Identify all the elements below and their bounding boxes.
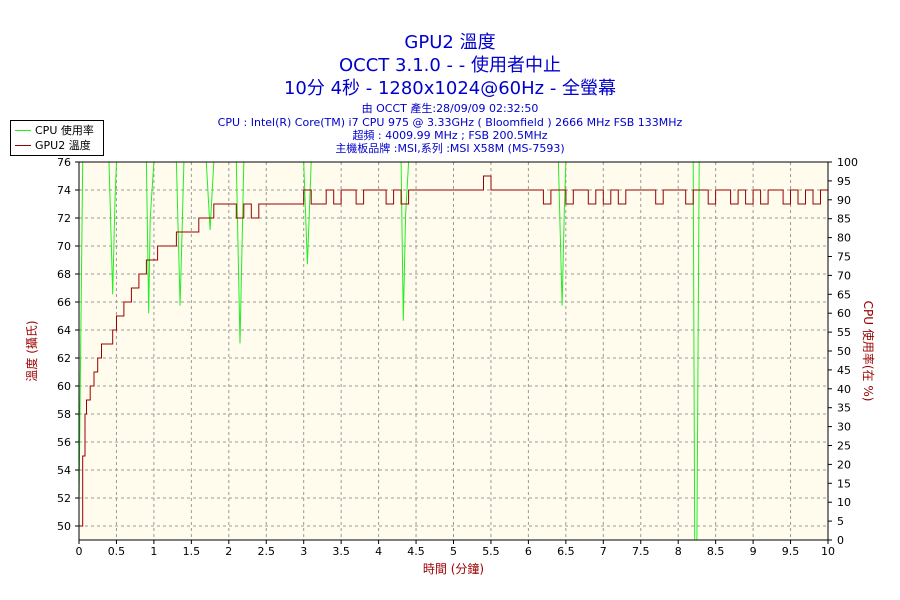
y-left-axis-label: 溫度 (攝氏)	[24, 320, 39, 381]
x-tick-label: 9.5	[782, 545, 800, 558]
x-tick-label: 9	[750, 545, 757, 558]
x-tick-label: 3.5	[332, 545, 350, 558]
x-tick-label: 6	[525, 545, 532, 558]
x-tick-label: 3	[300, 545, 307, 558]
legend-label-cpu: CPU 使用率	[35, 124, 94, 137]
legend-swatch-cpu	[15, 129, 31, 131]
series-line-gpu	[79, 175, 828, 527]
plot-frame	[78, 161, 829, 541]
x-tick-label: 7.5	[632, 545, 650, 558]
y-right-tick-label: 100	[837, 156, 858, 169]
y-left-tick-label: 62	[57, 352, 71, 365]
x-tick-label: 0.5	[108, 545, 126, 558]
chart-legend: CPU 使用率 GPU2 溫度	[10, 120, 104, 156]
info-line-4: 主機板品牌 :MSI,系列 :MSI X58M (MS-7593)	[335, 142, 565, 155]
chart-subtitle-1: OCCT 3.1.0 - - 使用者中止	[339, 55, 561, 76]
x-tick-label: 0	[76, 545, 83, 558]
x-tick-label: 8	[675, 545, 682, 558]
x-tick-label: 6.5	[557, 545, 575, 558]
y-right-tick-label: 90	[837, 194, 851, 207]
y-right-tick-label: 85	[837, 213, 851, 226]
x-tick-label: 10	[821, 545, 835, 558]
y-right-tick-label: 0	[837, 534, 844, 547]
x-tick-label: 7	[600, 545, 607, 558]
x-tick-label: 1.5	[183, 545, 201, 558]
x-tick-label: 8.5	[707, 545, 725, 558]
x-axis-label: 時間 (分鐘)	[423, 561, 484, 576]
legend-item-gpu: GPU2 溫度	[15, 138, 91, 152]
y-left-tick-label: 60	[57, 380, 71, 393]
x-tick-label: 1	[150, 545, 157, 558]
y-right-tick-label: 20	[837, 458, 851, 471]
y-left-tick-label: 54	[57, 464, 71, 477]
y-left-tick-label: 64	[57, 324, 71, 337]
y-left-tick-label: 74	[57, 184, 71, 197]
legend-swatch-gpu	[15, 144, 31, 146]
y-right-tick-label: 60	[837, 307, 851, 320]
y-right-tick-label: 35	[837, 402, 851, 415]
y-left-tick-label: 66	[57, 296, 71, 309]
y-left-tick-label: 72	[57, 212, 71, 225]
y-right-axis-label: CPU 使用率(在 %)	[861, 301, 876, 402]
y-left-tick-label: 52	[57, 492, 71, 505]
x-tick-label: 5.5	[482, 545, 500, 558]
y-left-tick-label: 70	[57, 240, 71, 253]
y-right-tick-label: 55	[837, 326, 851, 339]
y-left-tick-label: 50	[57, 520, 71, 533]
chart-subtitle-2: 10分 4秒 - 1280x1024@60Hz - 全螢幕	[283, 78, 617, 99]
info-line-2: CPU : Intel(R) Core(TM) i7 CPU 975 @ 3.3…	[217, 116, 683, 129]
chart-title: GPU2 溫度	[404, 32, 496, 53]
y-left-tick-label: 76	[57, 156, 71, 169]
y-right-tick-label: 15	[837, 477, 851, 490]
y-right-tick-label: 70	[837, 269, 851, 282]
y-left-tick-label: 56	[57, 436, 71, 449]
y-right-tick-label: 25	[837, 440, 851, 453]
y-right-tick-label: 50	[837, 345, 851, 358]
y-right-tick-label: 95	[837, 175, 851, 188]
y-left-tick-label: 68	[57, 268, 71, 281]
y-right-tick-label: 30	[837, 421, 851, 434]
y-right-tick-label: 80	[837, 232, 851, 245]
y-right-tick-label: 40	[837, 383, 851, 396]
y-right-tick-label: 10	[837, 496, 851, 509]
x-tick-label: 4.5	[407, 545, 425, 558]
x-tick-label: 4	[375, 545, 382, 558]
x-tick-label: 2	[225, 545, 232, 558]
info-line-3: 超頻 : 4009.99 MHz ; FSB 200.5MHz	[352, 129, 548, 142]
y-right-tick-label: 5	[837, 515, 844, 528]
info-line-1: 由 OCCT 產生:28/09/09 02:32:50	[361, 102, 539, 115]
y-right-tick-label: 45	[837, 364, 851, 377]
x-tick-label: 5	[450, 545, 457, 558]
y-right-tick-label: 65	[837, 288, 851, 301]
legend-label-gpu: GPU2 溫度	[35, 139, 91, 152]
y-right-tick-label: 75	[837, 251, 851, 264]
legend-item-cpu: CPU 使用率	[15, 123, 94, 137]
x-tick-label: 2.5	[258, 545, 276, 558]
y-left-tick-label: 58	[57, 408, 71, 421]
